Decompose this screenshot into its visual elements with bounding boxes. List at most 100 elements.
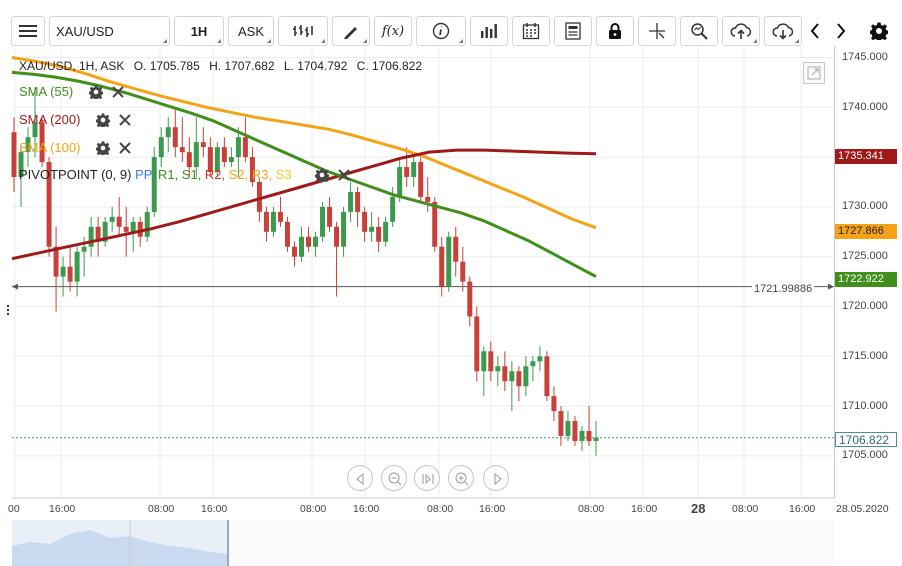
time-tick-label: 08:00 [300,503,327,515]
candle-body [88,226,94,247]
calendar-icon [522,23,540,40]
candle-body [39,122,45,163]
candle-body [235,137,241,158]
function-button[interactable]: f(x) [374,16,412,46]
candle-body [200,142,206,148]
timeframe-selector[interactable]: 1H [174,16,224,46]
info-button[interactable] [416,16,466,46]
candle-body [593,437,599,441]
indicator-remove-button[interactable] [119,114,131,129]
indicator-remove-button[interactable] [119,142,131,157]
open-value: O. 1705.785 [133,59,200,73]
candle-body [109,216,115,222]
candle-body [249,157,255,182]
reference-line-arrow-left [12,283,18,290]
reset-view-button[interactable] [414,465,440,491]
pivot-settings-button[interactable] [314,168,330,185]
reference-line-arrow-right [828,283,834,290]
candle-body [306,236,312,247]
dropdown-corner-icon [267,39,271,43]
zoom-button[interactable] [680,16,718,46]
ohlc-header: XAU/USD, 1H, ASK O. 1705.785 H. 1707.682… [19,59,428,73]
pivot-level-label: PP, [135,167,158,182]
bar-style-button[interactable] [278,16,328,46]
dropdown-corner-icon [753,39,757,43]
indicator-settings-button[interactable] [88,85,104,102]
pivot-remove-button[interactable] [338,169,350,184]
download-button[interactable] [764,16,802,46]
chevron-left-icon [810,23,819,39]
candle-body [32,122,38,138]
chart-toolbar: XAU/USD 1H ASK f(x) [0,0,902,46]
candle-body [179,147,185,153]
time-tick-label: 28 [691,501,706,516]
reset-view-icon [422,473,434,485]
indicator-settings-button[interactable] [95,141,111,158]
crosshair-icon [649,23,665,39]
zoom-out-button[interactable] [381,465,407,491]
zoom-in-button[interactable] [448,465,474,491]
upload-button[interactable] [722,16,760,46]
candle-body [488,351,494,372]
pivot-level-label: R3, [251,167,276,182]
candle-body [446,236,452,287]
candle-body [425,196,431,202]
candle-body [25,137,31,153]
menu-button[interactable] [11,16,45,46]
price-side-selector[interactable]: ASK [228,16,274,46]
candle-body [362,211,368,232]
candle-body [193,142,199,168]
candle-body [214,147,220,173]
candle-body [348,191,354,212]
horizontal-line-label: 1721.99886 [752,283,815,295]
navigator-area [12,530,228,566]
news-button[interactable] [554,16,592,46]
candle-body [411,162,417,178]
volume-button[interactable] [470,16,508,46]
candle-body [74,251,80,282]
gear-icon [95,141,111,157]
candle-body [474,316,480,372]
price-chart[interactable] [0,46,902,566]
indicator-settings-button[interactable] [95,113,111,130]
gear-icon [95,113,111,129]
expand-button[interactable] [803,62,825,84]
close-icon [119,114,131,126]
settings-button[interactable] [866,16,892,46]
sma100-price-tag: 1727.866 [835,224,897,239]
zoom-in-icon [455,472,469,486]
candle-body [277,211,283,222]
candle-body [404,167,410,178]
crosshair-button[interactable] [638,16,676,46]
candle-body [172,127,178,148]
low-value: L. 1704.792 [283,59,348,73]
indicator-label[interactable]: SMA (100) [19,140,81,155]
symbol-selector[interactable]: XAU/USD [49,16,170,46]
indicator-label[interactable]: SMA (55) [19,84,74,99]
lock-button[interactable] [596,16,634,46]
function-icon: f(x) [381,23,405,39]
dropdown-corner-icon [795,39,799,43]
drawing-button[interactable] [332,16,370,46]
candle-body [313,236,319,247]
calendar-button[interactable] [512,16,550,46]
indicator-label[interactable]: SMA (200) [19,112,81,127]
price-tick-label: 1720.000 [842,300,888,312]
indicator-remove-button[interactable] [112,86,124,101]
scroll-forward-button[interactable] [483,465,509,491]
candle-body [509,371,515,382]
candle-body [158,137,164,158]
time-tick-label: 00 [8,503,20,515]
scroll-left-button[interactable] [804,16,826,46]
pivot-level-label: S2, [228,167,252,182]
price-tick-label: 1715.000 [842,349,888,362]
scroll-back-button[interactable] [347,465,373,491]
candle-body [186,152,192,168]
time-tick-label: 08:00 [427,503,454,515]
time-tick-label: 16:00 [201,503,228,515]
candle-body [221,147,227,163]
pivot-indicator-label[interactable]: PIVOTPOINT (0, 9) PP, R1, S1, R2, S2, R3… [19,167,292,182]
close-value: C. 1706.822 [356,59,422,73]
scroll-right-button[interactable] [830,16,852,46]
lock-icon [609,23,621,39]
